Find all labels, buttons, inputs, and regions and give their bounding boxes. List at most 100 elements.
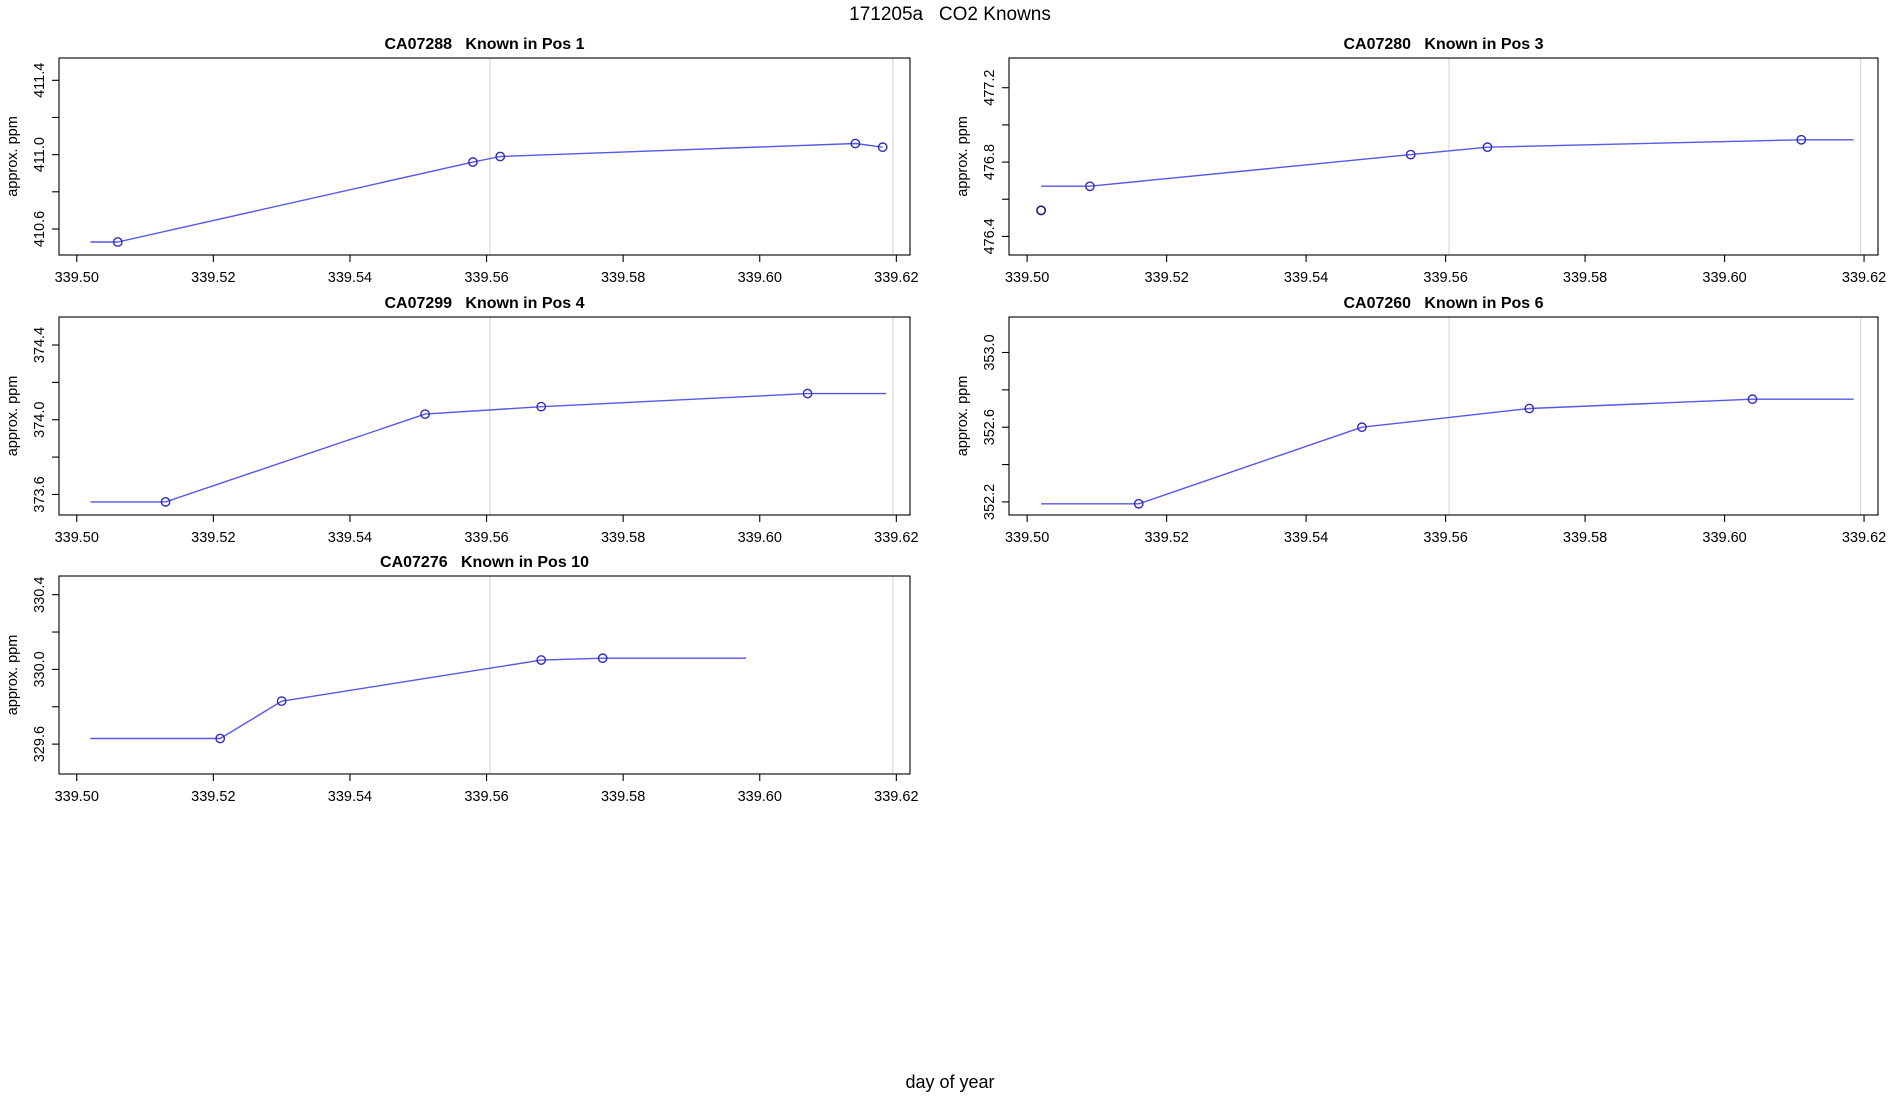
x-tick-label: 339.56 bbox=[464, 789, 508, 805]
data-point-marker bbox=[467, 157, 478, 167]
subplot-title: CA07260 Known in Pos 6 bbox=[1343, 295, 1543, 312]
x-tick-label: 339.58 bbox=[1563, 530, 1607, 546]
data-point-marker bbox=[536, 401, 547, 412]
y-tick-label: 329.6 bbox=[32, 726, 48, 762]
data-line bbox=[1041, 398, 1854, 505]
data-point-marker bbox=[1405, 149, 1416, 160]
data-point-marker bbox=[276, 696, 287, 707]
x-tick-label: 339.60 bbox=[1702, 270, 1746, 286]
subplot-ca07276: 339.50 339.52 339.54 339.56 339.58 339.60 339.… bbox=[5, 554, 919, 805]
x-tick-label: 339.52 bbox=[1144, 270, 1188, 286]
data-point-marker bbox=[112, 237, 123, 247]
data-point-marker bbox=[1482, 142, 1493, 153]
x-tick-label: 339.62 bbox=[1842, 530, 1886, 546]
data-line bbox=[90, 142, 883, 243]
x-tick-label: 339.54 bbox=[1284, 530, 1328, 546]
plot-box bbox=[1008, 57, 1879, 256]
x-tick-label: 339.52 bbox=[191, 530, 235, 546]
x-tick-label: 339.58 bbox=[1563, 270, 1607, 286]
plot-box bbox=[58, 316, 911, 516]
x-tick-label: 339.56 bbox=[464, 530, 508, 546]
y-tick-label: 353.0 bbox=[982, 334, 998, 370]
data-point-marker bbox=[495, 151, 506, 162]
y-tick-label: 411.0 bbox=[32, 137, 48, 172]
data-point-marker bbox=[1524, 403, 1535, 414]
data-point-marker bbox=[802, 388, 813, 399]
y-axis-title: approx. ppm bbox=[5, 635, 21, 716]
y-tick-label: 410.6 bbox=[32, 211, 48, 247]
data-line bbox=[90, 392, 887, 503]
y-axis-title: approx. ppm bbox=[5, 116, 21, 197]
subplot-ca07280: 339.50 339.52 339.54 339.56 339.58 339.60 339.… bbox=[955, 36, 1886, 286]
x-tick-label: 339.62 bbox=[1842, 270, 1886, 286]
data-point-marker bbox=[1747, 394, 1758, 405]
y-tick-label: 374.0 bbox=[32, 402, 48, 438]
x-tick-label: 339.62 bbox=[874, 270, 918, 286]
x-tick-label: 339.60 bbox=[738, 530, 782, 546]
data-point-marker bbox=[1133, 498, 1144, 509]
data-point-marker bbox=[1085, 181, 1095, 192]
x-tick-label: 339.50 bbox=[1005, 270, 1049, 286]
x-tick-label: 339.54 bbox=[328, 270, 372, 286]
y-tick-label: 476.4 bbox=[982, 218, 998, 254]
y-axis-title: approx. ppm bbox=[5, 376, 21, 457]
x-tick-label: 339.50 bbox=[1005, 530, 1049, 546]
figure-xlabel: day of year bbox=[905, 1072, 995, 1092]
data-line bbox=[90, 657, 747, 740]
y-axis-title: approx. ppm bbox=[955, 116, 971, 197]
y-tick-label: 373.6 bbox=[32, 476, 48, 512]
x-tick-label: 339.56 bbox=[464, 270, 508, 286]
x-tick-label: 339.60 bbox=[738, 789, 782, 805]
x-tick-label: 339.58 bbox=[601, 530, 645, 546]
data-point-marker bbox=[1357, 422, 1367, 433]
y-tick-label: 476.8 bbox=[982, 144, 998, 180]
x-tick-label: 339.50 bbox=[55, 789, 99, 805]
plot-box bbox=[58, 57, 911, 256]
x-tick-label: 339.52 bbox=[191, 270, 235, 286]
figure-title: 171205a CO2 Knowns bbox=[849, 4, 1051, 25]
y-tick-label: 352.2 bbox=[982, 484, 998, 520]
x-tick-label: 339.54 bbox=[328, 530, 372, 546]
y-tick-label: 330.4 bbox=[32, 577, 48, 613]
data-point-marker bbox=[877, 142, 888, 153]
subplot-title: CA07276 Known in Pos 10 bbox=[380, 554, 589, 571]
x-tick-label: 339.62 bbox=[874, 530, 918, 546]
x-tick-label: 339.58 bbox=[601, 789, 645, 805]
subplot-title: CA07299 Known in Pos 4 bbox=[384, 295, 584, 312]
data-point-marker bbox=[215, 733, 226, 744]
subplot-ca07288: 339.50 339.52 339.54 339.56 339.58 339.60 339.… bbox=[5, 36, 919, 286]
x-tick-label: 339.54 bbox=[328, 789, 372, 805]
plot-box bbox=[58, 575, 911, 775]
x-tick-label: 339.62 bbox=[874, 789, 918, 805]
y-tick-label: 330.0 bbox=[32, 651, 48, 687]
y-axis-title: approx. ppm bbox=[955, 376, 971, 457]
x-tick-label: 339.60 bbox=[738, 270, 782, 286]
plot-box bbox=[1008, 316, 1879, 516]
data-point-marker bbox=[597, 653, 608, 664]
x-tick-label: 339.60 bbox=[1702, 530, 1746, 546]
x-tick-label: 339.50 bbox=[55, 530, 99, 546]
isolated-point-marker bbox=[1036, 205, 1047, 216]
x-tick-label: 339.52 bbox=[191, 789, 235, 805]
subplot-ca07260: 339.50 339.52 339.54 339.56 339.58 339.60 339.… bbox=[955, 295, 1886, 546]
subplot-title: CA07280 Known in Pos 3 bbox=[1343, 36, 1543, 53]
x-tick-label: 339.56 bbox=[1423, 530, 1467, 546]
y-tick-label: 374.4 bbox=[32, 327, 48, 363]
y-tick-label: 477.2 bbox=[982, 70, 998, 106]
data-line bbox=[1041, 139, 1854, 187]
subplot-ca07299: 339.50 339.52 339.54 339.56 339.58 339.60 339.… bbox=[5, 295, 919, 546]
x-tick-label: 339.56 bbox=[1423, 270, 1467, 286]
data-point-marker bbox=[536, 655, 547, 665]
data-point-marker bbox=[420, 409, 430, 420]
data-point-marker bbox=[160, 497, 171, 507]
subplot-title: CA07288 Known in Pos 1 bbox=[384, 36, 584, 53]
y-tick-label: 411.4 bbox=[32, 63, 48, 98]
x-tick-label: 339.50 bbox=[55, 270, 99, 286]
data-point-marker bbox=[1796, 134, 1807, 145]
x-tick-label: 339.58 bbox=[601, 270, 645, 286]
data-point-marker bbox=[850, 138, 861, 149]
x-tick-label: 339.54 bbox=[1284, 270, 1328, 286]
x-tick-label: 339.52 bbox=[1144, 530, 1188, 546]
